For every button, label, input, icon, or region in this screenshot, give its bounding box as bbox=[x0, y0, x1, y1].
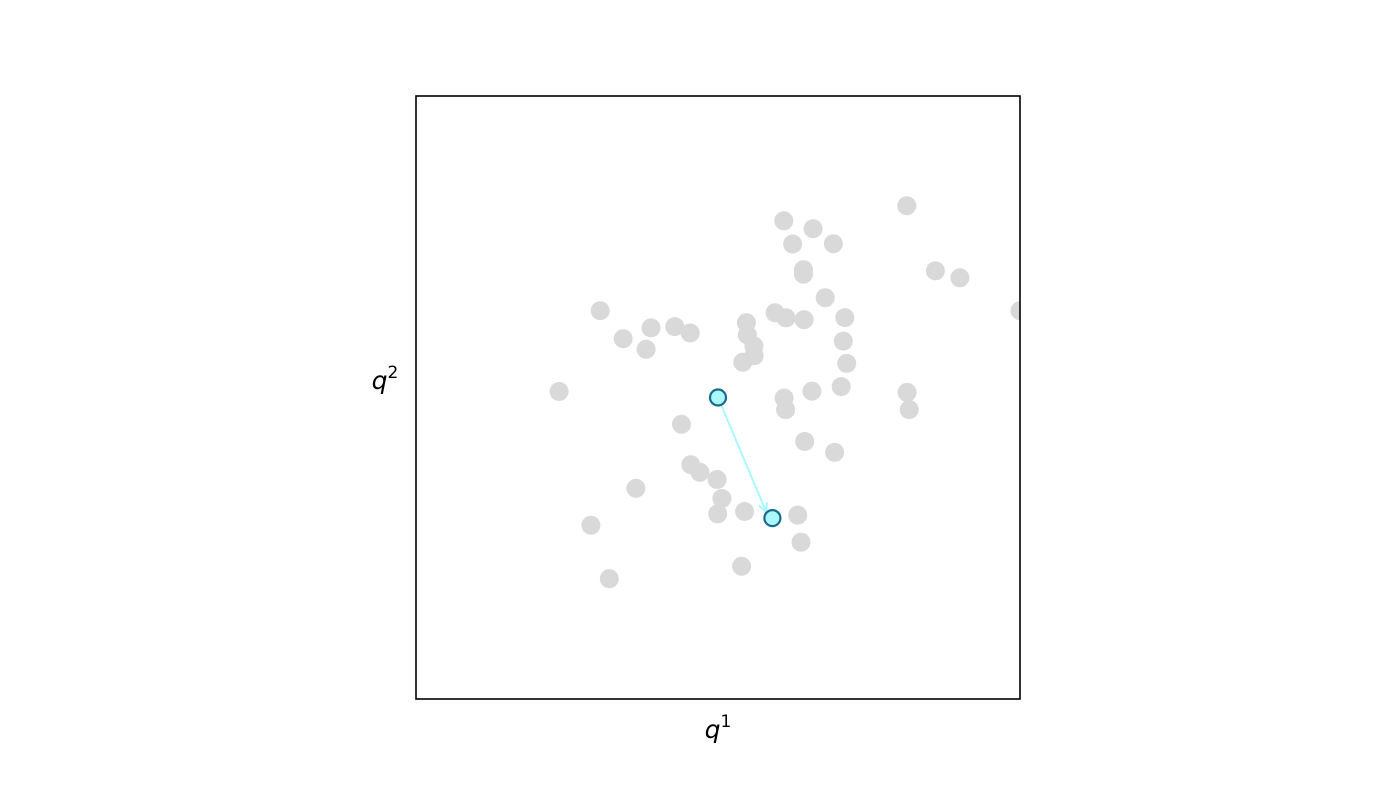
data-point-19 bbox=[665, 317, 685, 337]
data-point-25 bbox=[837, 353, 857, 373]
arrow-shaft bbox=[717, 397, 768, 513]
data-point-42 bbox=[735, 502, 755, 521]
x-axis-label: q1 bbox=[705, 712, 732, 744]
data-point-48 bbox=[599, 569, 619, 589]
data-point-2 bbox=[803, 219, 823, 239]
data-point-38 bbox=[690, 462, 710, 482]
data-point-45 bbox=[581, 515, 601, 535]
data-point-39 bbox=[707, 470, 727, 489]
data-point-33 bbox=[776, 400, 796, 420]
data-point-31 bbox=[899, 400, 919, 420]
data-point-34 bbox=[672, 414, 691, 434]
data-point-41 bbox=[712, 489, 732, 508]
data-point-40 bbox=[626, 478, 646, 498]
plot-frame bbox=[415, 95, 1021, 700]
data-point-6 bbox=[794, 264, 813, 284]
data-point-11 bbox=[776, 308, 796, 328]
data-point-3 bbox=[783, 234, 803, 254]
data-point-1 bbox=[774, 211, 794, 231]
data-point-16 bbox=[613, 329, 633, 349]
data-point-17 bbox=[641, 318, 661, 338]
data-point-28 bbox=[802, 381, 822, 401]
data-point-0 bbox=[897, 196, 917, 216]
data-point-22 bbox=[794, 310, 814, 330]
highlight-points bbox=[708, 388, 782, 528]
data-point-43 bbox=[708, 504, 728, 524]
data-point-44 bbox=[788, 505, 808, 525]
data-point-29 bbox=[831, 377, 851, 397]
data-point-35 bbox=[795, 432, 815, 451]
y-axis-label: q2 bbox=[372, 363, 399, 395]
data-point-36 bbox=[825, 442, 845, 462]
data-point-46 bbox=[791, 532, 811, 552]
data-point-15 bbox=[590, 301, 610, 321]
highlight-point-0 bbox=[708, 388, 728, 407]
data-point-30 bbox=[897, 382, 917, 402]
plot-area bbox=[549, 196, 1020, 589]
data-point-47 bbox=[732, 556, 752, 576]
data-point-8 bbox=[950, 268, 970, 288]
data-point-9 bbox=[815, 288, 835, 308]
data-point-49 bbox=[1010, 301, 1020, 321]
data-point-14 bbox=[833, 331, 853, 351]
highlight-point-1 bbox=[763, 508, 782, 528]
data-point-26 bbox=[733, 352, 753, 372]
data-point-27 bbox=[549, 382, 569, 401]
data-point-20 bbox=[680, 323, 700, 343]
data-point-18 bbox=[636, 339, 656, 359]
background-points bbox=[549, 196, 1020, 589]
data-point-7 bbox=[925, 261, 945, 281]
data-point-12 bbox=[835, 308, 855, 328]
data-point-4 bbox=[823, 234, 843, 254]
